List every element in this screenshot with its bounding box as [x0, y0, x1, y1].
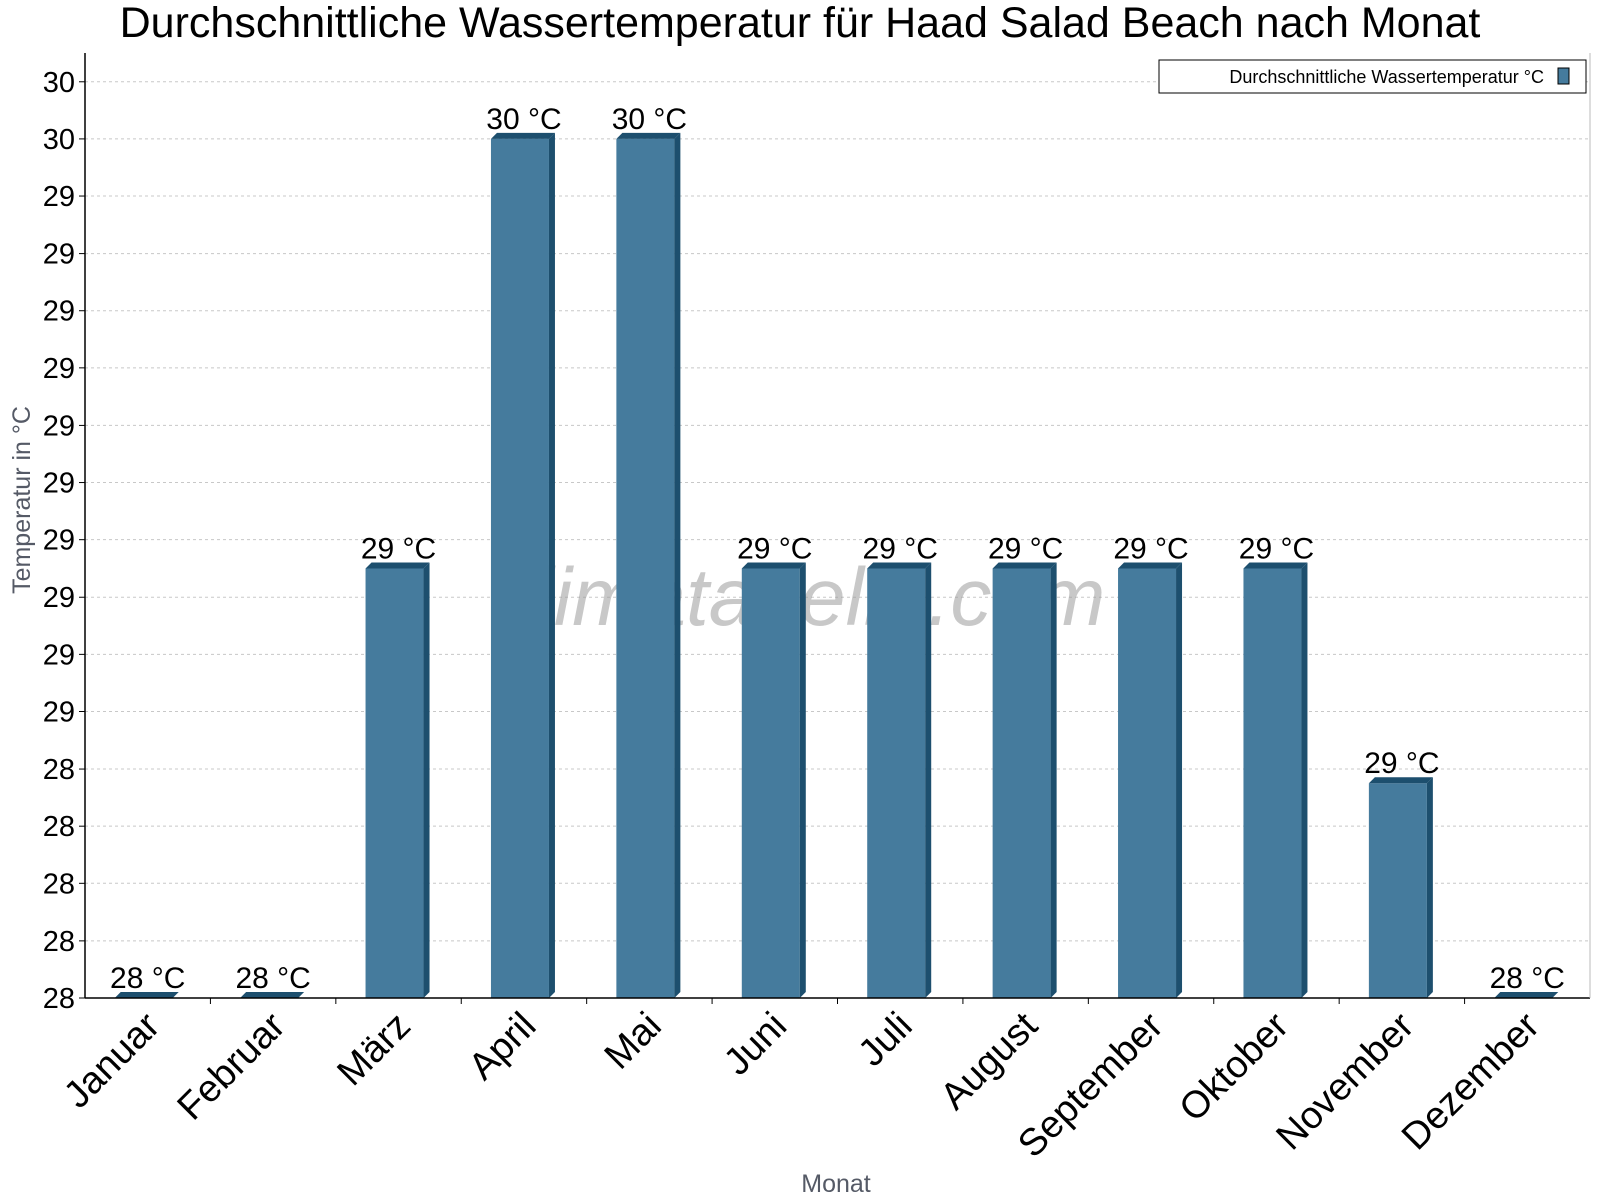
bar-top: [741, 562, 806, 569]
bar-top: [114, 992, 179, 998]
bar-januar: [114, 992, 179, 998]
axes: [84, 53, 1591, 999]
x-tick-label: August: [933, 1004, 1047, 1118]
data-label: 28 °C: [110, 962, 185, 995]
bar-front: [1368, 783, 1427, 998]
bar-top: [1118, 562, 1183, 569]
x-tick-label: Juni: [716, 1005, 795, 1084]
bar-dezember: [1494, 992, 1559, 998]
data-label: 28 °C: [1490, 962, 1565, 995]
bar-side: [548, 132, 555, 999]
y-tick-label: 29: [43, 296, 75, 328]
y-tick-label: 29: [43, 525, 75, 557]
data-label: 30 °C: [612, 103, 687, 136]
data-label: 28 °C: [235, 962, 310, 995]
bar-juni: [741, 562, 806, 998]
y-axis-label: Temperatur in °C: [8, 406, 36, 594]
y-tick-label: 29: [43, 353, 75, 385]
y-tick-label: 29: [43, 410, 75, 442]
bar-top: [365, 562, 430, 569]
y-tick-label: 28: [43, 754, 75, 786]
bar-front: [490, 138, 549, 999]
legend-box: [1158, 59, 1587, 94]
data-label: 29 °C: [1364, 747, 1439, 780]
bar-september: [1118, 562, 1183, 998]
bar-side: [423, 562, 430, 998]
bar-front: [1118, 568, 1177, 998]
bar-märz: [365, 562, 430, 998]
bar-front: [992, 568, 1051, 998]
bar-august: [992, 562, 1057, 998]
bar-side: [674, 132, 681, 999]
bar-front: [365, 568, 424, 998]
bar-oktober: [1243, 562, 1308, 998]
y-tick-label: 29: [43, 239, 75, 271]
bar-april: [490, 132, 555, 999]
y-tick-label: 29: [43, 181, 75, 213]
x-ticks: Januar Februar März April Mai Juni Juli AugustS…: [56, 998, 1548, 1166]
y-tick-label: 28: [43, 868, 75, 900]
x-tick-label: Dezember: [1394, 1004, 1548, 1158]
x-tick-label: Januar: [56, 1004, 168, 1116]
bar-side: [1301, 562, 1308, 998]
bar-top: [1368, 777, 1433, 784]
bar-februar: [240, 992, 305, 998]
y-tick-label: 30: [43, 124, 75, 156]
chart-title: Durchschnittliche Wassertemperatur für H…: [120, 0, 1481, 47]
bar-side: [799, 562, 806, 998]
data-label: 29 °C: [361, 532, 436, 565]
bar-front: [741, 568, 800, 998]
legend: Durchschnittliche Wassertemperatur °C: [1158, 59, 1587, 94]
x-axis-label: Monat: [801, 1170, 871, 1198]
bars: [114, 132, 1559, 999]
y-tick-label: 28: [43, 926, 75, 958]
y-tick-label: 30: [43, 67, 75, 99]
data-label: 29 °C: [863, 532, 938, 565]
data-label: 29 °C: [737, 532, 812, 565]
bar-front: [1243, 568, 1302, 998]
bar-side: [925, 562, 932, 998]
bar-front: [616, 138, 675, 999]
bar-top: [240, 992, 305, 998]
y-ticks: 28 28 28 28 28 29 29 29 29 29 29 29 29 29 29 30 30: [43, 67, 85, 1015]
x-tick-label: Februar: [170, 1004, 294, 1128]
bar-side: [1176, 562, 1183, 998]
y-tick-label: 28: [43, 983, 75, 1015]
bar-top: [1494, 992, 1559, 998]
data-label: 29 °C: [1239, 532, 1314, 565]
bar-top: [867, 562, 932, 569]
bar-side: [1050, 562, 1057, 998]
x-tick-label: Oktober: [1172, 1004, 1298, 1130]
bar-juli: [867, 562, 932, 998]
bar-top: [1243, 562, 1308, 569]
x-tick-label: März: [329, 1005, 418, 1094]
bar-mai: [616, 132, 681, 999]
data-label: 29 °C: [1113, 532, 1188, 565]
data-labels: 28 °C 28 °C 29 °C 30 °C 30 °C 29 °C 29 °C 29 °C…: [110, 103, 1565, 995]
bar-top: [992, 562, 1057, 569]
y-tick-label: 29: [43, 582, 75, 614]
y-tick-label: 29: [43, 696, 75, 728]
bar-november: [1368, 777, 1433, 998]
bar-top: [490, 132, 555, 139]
legend-swatch: [1557, 67, 1570, 85]
bar-top: [616, 132, 681, 139]
x-tick-label: Mai: [597, 1005, 670, 1078]
data-label: 29 °C: [988, 532, 1063, 565]
bar-front: [867, 568, 926, 998]
y-tick-label: 29: [43, 468, 75, 500]
bar-side: [1426, 777, 1433, 998]
x-tick-label: April: [461, 1005, 544, 1088]
data-label: 30 °C: [486, 103, 561, 136]
grid: [85, 81, 1590, 942]
y-tick-label: 29: [43, 639, 75, 671]
x-tick-label: Juli: [851, 1005, 921, 1075]
y-tick-label: 28: [43, 811, 75, 843]
legend-label: Durchschnittliche Wassertemperatur °C: [1229, 67, 1544, 87]
